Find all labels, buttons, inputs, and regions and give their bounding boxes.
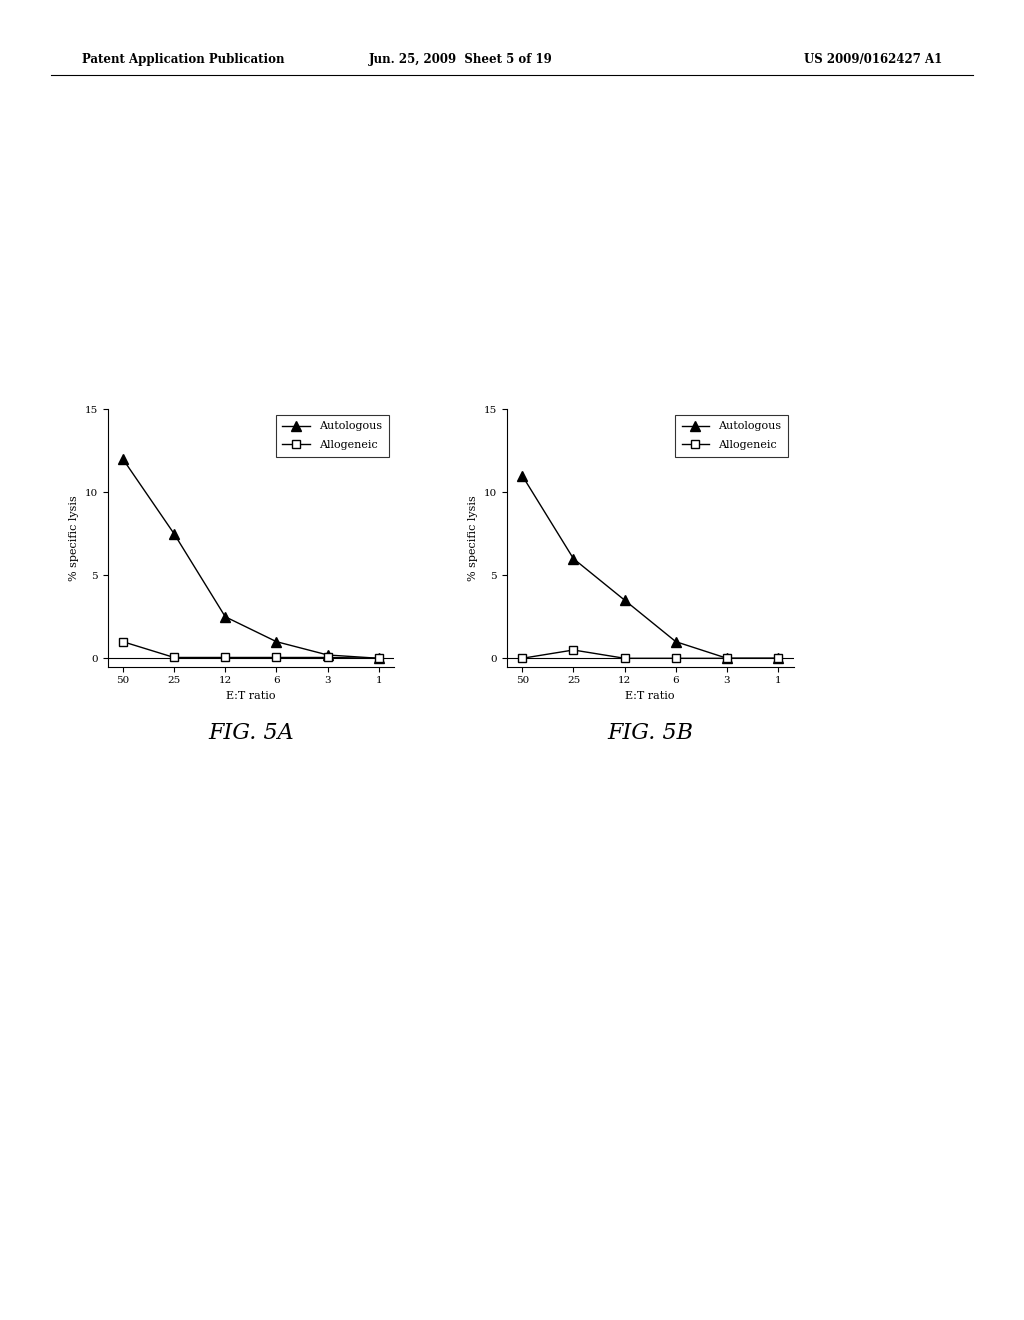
Allogeneic (772, 651, 784, 667)
Allogeneic (721, 651, 733, 667)
Y-axis label: % specific lysis: % specific lysis (69, 495, 79, 581)
Allogeneic (219, 649, 231, 665)
Y-axis label: % specific lysis: % specific lysis (468, 495, 478, 581)
Allogeneic (117, 634, 129, 649)
Autologous (772, 651, 784, 667)
Autologous (168, 525, 180, 541)
Text: US 2009/0162427 A1: US 2009/0162427 A1 (804, 53, 942, 66)
Autologous (618, 593, 631, 609)
Autologous (322, 647, 334, 663)
Line: Allogeneic: Allogeneic (119, 638, 383, 663)
Autologous (516, 467, 528, 483)
Allogeneic (567, 642, 580, 657)
Text: FIG. 5B: FIG. 5B (607, 722, 693, 744)
Autologous (721, 651, 733, 667)
Autologous (670, 634, 682, 649)
Autologous (219, 609, 231, 624)
Legend: Autologous, Allogeneic: Autologous, Allogeneic (675, 414, 788, 457)
X-axis label: E:T ratio: E:T ratio (626, 690, 675, 701)
Allogeneic (168, 649, 180, 665)
Allogeneic (516, 651, 528, 667)
Legend: Autologous, Allogeneic: Autologous, Allogeneic (275, 414, 389, 457)
Allogeneic (270, 649, 283, 665)
Allogeneic (322, 649, 334, 665)
Text: Jun. 25, 2009  Sheet 5 of 19: Jun. 25, 2009 Sheet 5 of 19 (369, 53, 553, 66)
Autologous (567, 550, 580, 566)
Autologous (373, 651, 385, 667)
Autologous (117, 451, 129, 467)
Line: Autologous: Autologous (517, 471, 783, 663)
Line: Allogeneic: Allogeneic (518, 645, 782, 663)
Autologous (270, 634, 283, 649)
Allogeneic (670, 651, 682, 667)
X-axis label: E:T ratio: E:T ratio (226, 690, 275, 701)
Allogeneic (618, 651, 631, 667)
Line: Autologous: Autologous (118, 454, 384, 663)
Text: Patent Application Publication: Patent Application Publication (82, 53, 285, 66)
Text: FIG. 5A: FIG. 5A (208, 722, 294, 744)
Allogeneic (373, 651, 385, 667)
